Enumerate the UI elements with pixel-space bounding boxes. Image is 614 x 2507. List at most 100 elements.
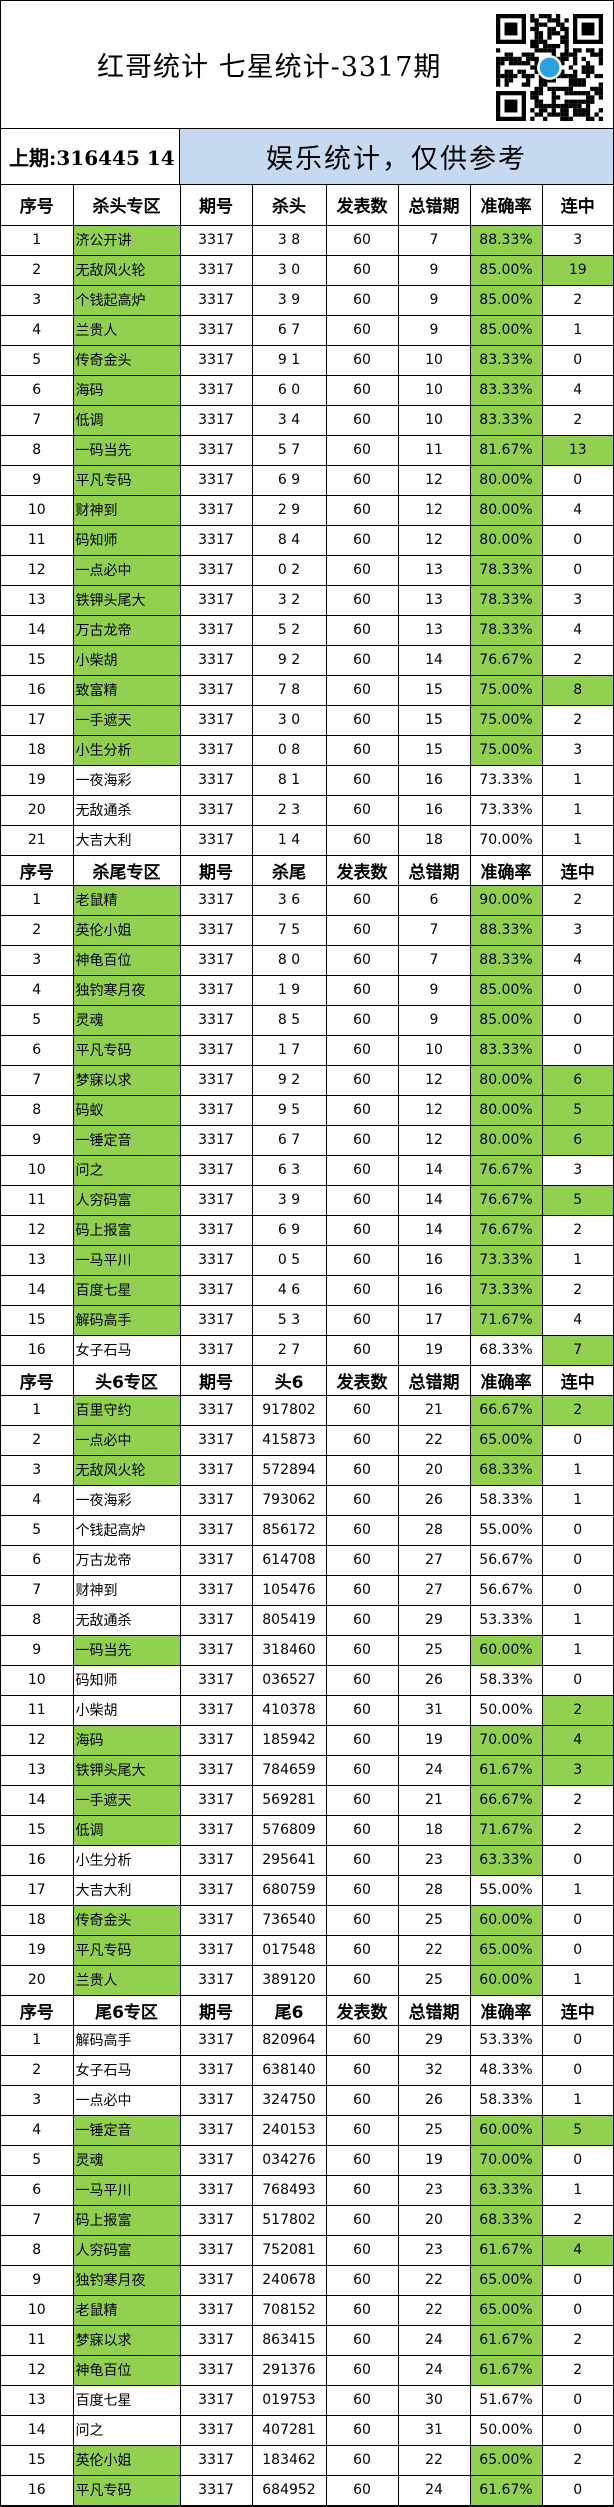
cell-total-misses: 12 [397, 494, 471, 526]
cell-expert: 铁钾头尾大 [72, 584, 181, 616]
cell-pick: 1 4 [251, 824, 327, 856]
cell-accuracy: 65.00% [469, 1934, 543, 1966]
column-header-expert: 尾6专区 [72, 1994, 181, 2026]
cell-streak: 2 [541, 404, 613, 436]
cell-expert: 平凡专码 [72, 1934, 181, 1966]
cell-period: 3317 [179, 554, 253, 586]
table-row: 4 兰贵人 3317 6 7 60 9 85.00% 1 [1, 314, 613, 346]
cell-pick: 017548 [251, 1934, 327, 1966]
cell-published: 60 [325, 1274, 399, 1306]
cell-published: 60 [325, 1514, 399, 1546]
column-header-expert: 杀头专区 [72, 185, 181, 226]
cell-seq: 5 [1, 344, 74, 376]
table-row: 3 一点必中 3317 324750 60 26 58.33% 1 [1, 2084, 613, 2116]
cell-pick: 183462 [251, 2444, 327, 2476]
table-row: 15 小柴胡 3317 9 2 60 14 76.67% 2 [1, 644, 613, 676]
cell-period: 3317 [179, 2204, 253, 2236]
cell-total-misses: 12 [397, 524, 471, 556]
cell-published: 60 [325, 1244, 399, 1276]
cell-streak: 1 [541, 1454, 613, 1486]
table-row: 3 无敌风火轮 3317 572894 60 20 68.33% 1 [1, 1454, 613, 1486]
cell-accuracy: 73.33% [469, 764, 543, 796]
cell-pick: 6 0 [251, 374, 327, 406]
column-header-total-misses: 总错期 [397, 185, 471, 226]
cell-published: 60 [325, 1604, 399, 1636]
cell-seq: 19 [1, 1934, 74, 1966]
cell-seq: 14 [1, 2414, 74, 2446]
cell-streak: 2 [541, 1814, 613, 1846]
cell-streak: 1 [541, 1484, 613, 1516]
cell-period: 3317 [179, 1814, 253, 1846]
cell-total-misses: 22 [397, 2294, 471, 2326]
cell-period: 3317 [179, 1694, 253, 1726]
cell-seq: 2 [1, 254, 74, 286]
cell-published: 60 [325, 944, 399, 976]
cell-accuracy: 80.00% [469, 1064, 543, 1096]
cell-streak: 6 [541, 1064, 613, 1096]
cell-seq: 5 [1, 2144, 74, 2176]
cell-seq: 14 [1, 1784, 74, 1816]
table-row: 14 万古龙帝 3317 5 2 60 13 78.33% 4 [1, 614, 613, 646]
cell-period: 3317 [179, 2414, 253, 2446]
last-draw-result: 上期:316445 14 [1, 129, 180, 184]
cell-accuracy: 83.33% [469, 404, 543, 436]
cell-accuracy: 55.00% [469, 1514, 543, 1546]
cell-period: 3317 [179, 794, 253, 826]
cell-period: 3317 [179, 614, 253, 646]
cell-period: 3317 [179, 974, 253, 1006]
cell-published: 60 [325, 2294, 399, 2326]
cell-pick: 0 5 [251, 1244, 327, 1276]
cell-expert: 一码当先 [72, 434, 181, 466]
cell-expert: 码知师 [72, 524, 181, 556]
cell-seq: 4 [1, 974, 74, 1006]
table-row: 6 万古龙帝 3317 614708 60 27 56.67% 0 [1, 1544, 613, 1576]
cell-period: 3317 [179, 2294, 253, 2326]
qr-code-icon [496, 14, 603, 121]
cell-expert: 灵魂 [72, 1004, 181, 1036]
cell-accuracy: 88.33% [469, 914, 543, 946]
cell-published: 60 [325, 704, 399, 736]
cell-pick: 517802 [251, 2204, 327, 2236]
cell-period: 3317 [179, 1634, 253, 1666]
cell-period: 3317 [179, 1214, 253, 1246]
cell-streak: 4 [541, 1724, 613, 1756]
cell-streak: 4 [541, 614, 613, 646]
cell-published: 60 [325, 464, 399, 496]
cell-seq: 19 [1, 764, 74, 796]
cell-seq: 4 [1, 1484, 74, 1516]
cell-period: 3317 [179, 1934, 253, 1966]
column-header-pick: 杀头 [251, 185, 327, 226]
table-row: 7 财神到 3317 105476 60 27 56.67% 0 [1, 1574, 613, 1606]
cell-pick: 7 5 [251, 914, 327, 946]
cell-published: 60 [325, 254, 399, 286]
cell-pick: 805419 [251, 1604, 327, 1636]
cell-published: 60 [325, 2264, 399, 2296]
cell-accuracy: 83.33% [469, 1034, 543, 1066]
cell-accuracy: 58.33% [469, 1664, 543, 1696]
cell-period: 3317 [179, 1574, 253, 1606]
cell-seq: 12 [1, 1214, 74, 1246]
cell-seq: 5 [1, 1514, 74, 1546]
cell-accuracy: 60.00% [469, 1634, 543, 1666]
cell-streak: 13 [541, 434, 613, 466]
cell-streak: 0 [541, 2054, 613, 2086]
cell-period: 3317 [179, 1304, 253, 1336]
cell-streak: 2 [541, 1694, 613, 1726]
cell-accuracy: 76.67% [469, 644, 543, 676]
cell-period: 3317 [179, 2084, 253, 2116]
cell-streak: 3 [541, 584, 613, 616]
table-row: 15 解码高手 3317 5 3 60 17 71.67% 4 [1, 1304, 613, 1336]
cell-expert: 无敌通杀 [72, 1604, 181, 1636]
cell-pick: 410378 [251, 1694, 327, 1726]
table-row: 1 解码高手 3317 820964 60 29 53.33% 0 [1, 2024, 613, 2056]
cell-published: 60 [325, 1694, 399, 1726]
table-row: 1 济公开讲 3317 3 8 60 7 88.33% 3 [1, 224, 613, 256]
cell-published: 60 [325, 1334, 399, 1366]
table-row: 21 大吉大利 3317 1 4 60 18 70.00% 1 [1, 824, 613, 856]
cell-pick: 2 7 [251, 1334, 327, 1366]
cell-total-misses: 9 [397, 314, 471, 346]
cell-period: 3317 [179, 524, 253, 556]
table-row: 16 致富精 3317 7 8 60 15 75.00% 8 [1, 674, 613, 706]
cell-published: 60 [325, 2354, 399, 2386]
cell-streak: 3 [541, 734, 613, 766]
